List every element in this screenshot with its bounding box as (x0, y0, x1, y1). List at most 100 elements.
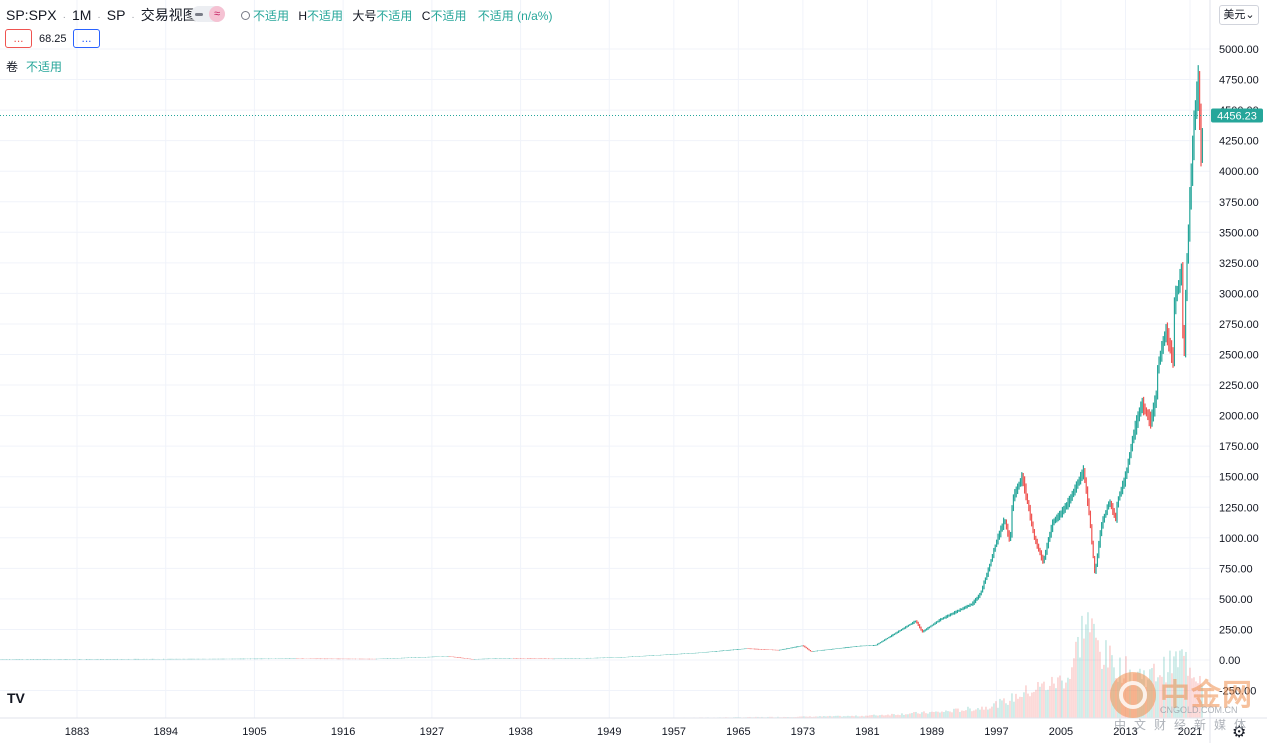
time-tick-label: 2013 (1113, 726, 1137, 738)
price-tick-label: 3250.00 (1219, 258, 1259, 270)
separator-dot: · (97, 12, 101, 23)
volume-bar (1169, 650, 1171, 718)
volume-bar (1029, 696, 1031, 718)
time-tick-label: 1927 (420, 726, 444, 738)
volume-bar (1011, 693, 1013, 718)
time-tick-label: 1949 (597, 726, 621, 738)
price-tick-label: 500.00 (1219, 594, 1253, 606)
high-label: H (298, 9, 308, 23)
volume-bar (1199, 675, 1201, 718)
volume-bar (983, 709, 985, 718)
volume-bar (1099, 651, 1101, 718)
compare-toggle[interactable]: ≈ (191, 6, 225, 22)
indicator-blue-button[interactable]: ... (73, 29, 100, 48)
time-tick-label: 1905 (242, 726, 266, 738)
interval-label: 1M (71, 7, 92, 23)
volume-bar (1107, 667, 1109, 718)
volume-bar (845, 716, 847, 718)
volume-bar (1185, 651, 1187, 718)
volume-bar (815, 716, 817, 718)
volume-bar (839, 715, 841, 718)
volume-bar (959, 711, 961, 718)
volume-bar (993, 703, 995, 718)
volume-bar (969, 708, 971, 718)
watermark-subtitle: 中文财经新媒体 (1114, 718, 1255, 732)
volume-bar (1057, 677, 1059, 718)
volume-bar (953, 708, 955, 718)
volume-bar (1005, 703, 1007, 718)
volume-bar (805, 716, 807, 718)
volume-bar (963, 710, 965, 718)
volume-bar (995, 701, 997, 718)
volume-bar (931, 711, 933, 718)
price-series (0, 65, 1210, 660)
volume-bar (1085, 624, 1087, 718)
volume-bar (999, 698, 1001, 718)
volume-bar (801, 716, 803, 718)
volume-bar (799, 716, 801, 718)
time-tick-label: 1997 (984, 726, 1008, 738)
volume-bar (919, 713, 921, 718)
volume-bar (1101, 668, 1103, 718)
volume-bar (949, 711, 951, 718)
volume-bar (875, 715, 877, 718)
time-tick-label: 2005 (1049, 726, 1073, 738)
volume-bar (1159, 675, 1161, 718)
indicator-value: 68.25 (39, 33, 67, 45)
volume-bar (1177, 667, 1179, 718)
price-tick-label: 1000.00 (1219, 533, 1259, 545)
volume-bar (1083, 638, 1085, 718)
volume-bar (1065, 682, 1067, 718)
time-tick-label: 2021 (1178, 726, 1202, 738)
volume-bar (1043, 681, 1045, 718)
volume-bar (889, 715, 891, 718)
volume-bar (961, 710, 963, 718)
time-tick-label: 1938 (508, 726, 532, 738)
gear-icon[interactable]: ⚙ (1232, 724, 1247, 741)
source-label: 交易视图 (140, 7, 197, 23)
volume-bar (939, 712, 941, 718)
volume-bar (835, 715, 837, 718)
volume-bar (909, 713, 911, 718)
volume-bar (847, 715, 849, 718)
price-tick-label: 2750.00 (1219, 319, 1259, 331)
price-tick-label: 4250.00 (1219, 136, 1259, 148)
volume-bar (827, 716, 829, 718)
watermark: 中金网 CNGOLD.COM.CN 中文财经新媒体 (1110, 670, 1260, 732)
volume-bar (755, 716, 757, 718)
currency-select[interactable]: 美元⌄ (1219, 5, 1259, 25)
volume-bar (895, 715, 897, 718)
time-tick-label: 1957 (662, 726, 686, 738)
volume-bar (1171, 673, 1173, 718)
volume-bar (933, 712, 935, 718)
symbol-title[interactable]: SP:SPX · 1M · SP · 交易视图 (6, 5, 203, 25)
volume-bar (893, 714, 895, 718)
volume-bar (979, 709, 981, 718)
price-tick-label: 4750.00 (1219, 75, 1259, 87)
time-tick-label: 1973 (791, 726, 815, 738)
volume-bar (973, 710, 975, 718)
volume-bar (811, 716, 813, 718)
indicator-red-button[interactable]: ... (5, 29, 32, 48)
volume-bar (837, 715, 839, 718)
price-tick-label: 3750.00 (1219, 197, 1259, 209)
volume-bar (945, 710, 947, 718)
volume-bar (869, 715, 871, 718)
watermark-title: 中金网 (1160, 679, 1253, 712)
volume-bar (1039, 686, 1041, 718)
volume-bar (1003, 698, 1005, 718)
volume-bar (915, 711, 917, 718)
ohlc-readout: 不适用 H不适用 大号不适用 C不适用 不适用 (n/a%) (241, 7, 552, 24)
volume-bar (1059, 675, 1061, 718)
price-tick-label: 4000.00 (1219, 166, 1259, 178)
volume-bar (1079, 657, 1081, 718)
volume-bar (1081, 615, 1083, 718)
volume-bar (1015, 693, 1017, 718)
time-tick-label: 1894 (153, 726, 177, 738)
tradingview-logo-icon[interactable]: TV (7, 690, 25, 706)
volume-bar (989, 708, 991, 718)
volume-bar (1201, 685, 1203, 718)
price-tick-label: -250.00 (1219, 686, 1256, 698)
volume-bar (977, 708, 979, 718)
